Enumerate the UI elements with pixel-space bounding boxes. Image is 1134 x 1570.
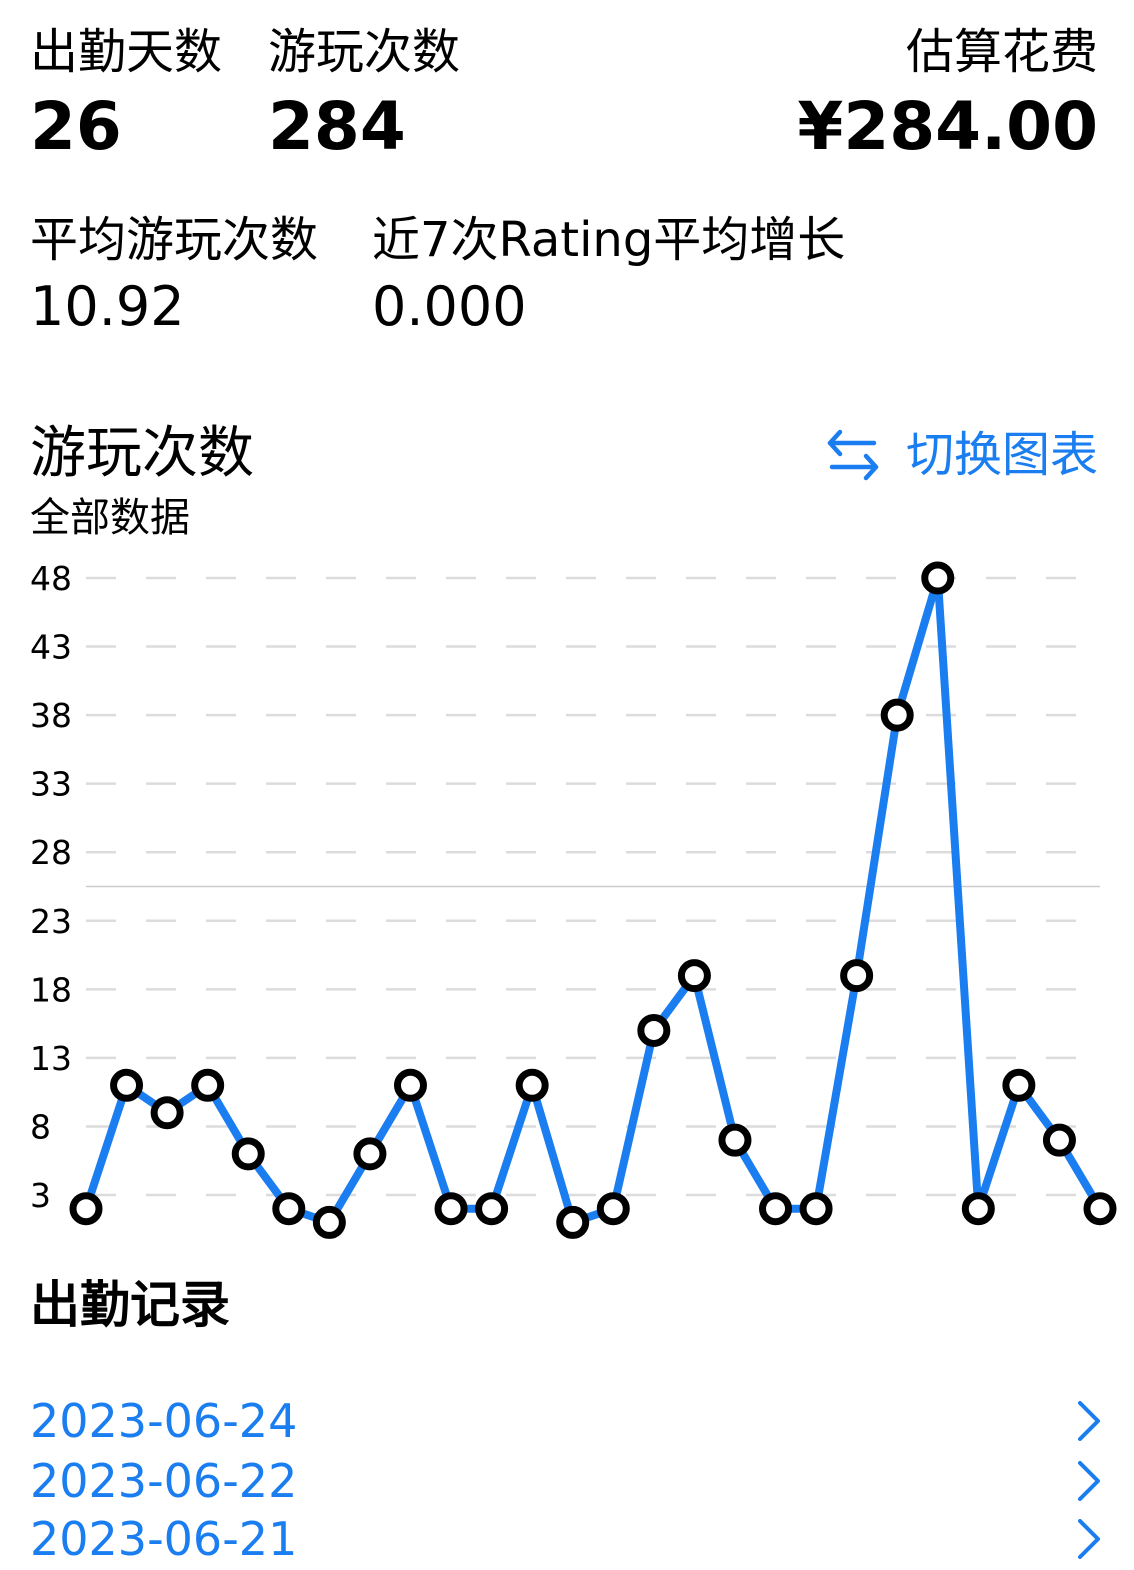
rating-growth-value: 0.000 [372,275,527,338]
play-count-chart: 48 43 38 33 28 23 18 13 8 3 [30,559,1117,1239]
data-point [353,1137,387,1171]
y-tick-label: 38 [30,696,72,735]
y-tick-label: 18 [30,970,72,1009]
data-point [799,1192,833,1226]
avg-play-value: 10.92 [30,275,185,338]
records-title: 出勤记录 [30,1276,230,1334]
switch-chart-button[interactable]: 切换图表 [826,426,1098,484]
chevron-right-icon [1078,1401,1100,1441]
data-point [231,1137,265,1171]
y-tick-label: 28 [30,833,72,872]
arrows-left-right-icon [827,429,879,481]
data-point [110,1068,144,1102]
data-point [272,1192,306,1226]
data-point [1083,1192,1117,1226]
play-count-label: 游玩次数 [268,24,461,80]
data-point [556,1205,590,1239]
data-point [637,1013,671,1047]
chart-grid [86,576,1076,1197]
record-row[interactable]: 2023-06-24 [30,1392,1104,1450]
chart-points [69,561,1117,1239]
data-point [475,1192,509,1226]
chevron-right-icon [1078,1519,1100,1559]
data-point [718,1123,752,1157]
y-tick-label: 33 [30,765,72,804]
avg-play-label: 平均游玩次数 [30,212,319,268]
rating-growth-label: 近7次Rating平均增长 [372,212,846,268]
data-point [515,1068,549,1102]
chart-title: 游玩次数 [30,421,254,486]
data-point [1042,1123,1076,1157]
y-tick-label: 23 [30,902,72,941]
data-point [961,1192,995,1226]
data-point [191,1068,225,1102]
record-date: 2023-06-22 [30,1454,298,1508]
chevron-right-icon [1078,1461,1100,1501]
data-point [596,1192,630,1226]
data-point [150,1096,184,1130]
data-point [434,1192,468,1226]
chart-subtitle: 全部数据 [30,495,190,541]
record-date: 2023-06-24 [30,1394,298,1448]
attendance-days-value: 26 [30,88,122,165]
data-point [921,561,955,595]
y-tick-label: 48 [30,559,72,598]
data-point [312,1205,346,1239]
attendance-days-label: 出勤天数 [30,24,223,80]
record-date: 2023-06-21 [30,1512,298,1566]
switch-chart-label: 切换图表 [905,427,1098,483]
data-point [677,959,711,993]
record-row[interactable]: 2023-06-22 [30,1452,1104,1510]
record-row[interactable]: 2023-06-21 [30,1510,1104,1568]
chart-y-axis: 48 43 38 33 28 23 18 13 8 3 [30,559,72,1215]
data-point [69,1192,103,1226]
y-tick-label: 13 [30,1039,72,1078]
y-tick-label: 43 [30,628,72,667]
y-tick-label: 3 [30,1176,51,1215]
data-point [1002,1068,1036,1102]
data-point [759,1192,793,1226]
estimated-cost-value: ¥284.00 [797,88,1098,165]
data-point [393,1068,427,1102]
estimated-cost-label: 估算花费 [905,24,1098,80]
play-count-value: 284 [268,88,406,165]
data-point [840,959,874,993]
y-tick-label: 8 [30,1107,51,1146]
data-point [880,698,914,732]
